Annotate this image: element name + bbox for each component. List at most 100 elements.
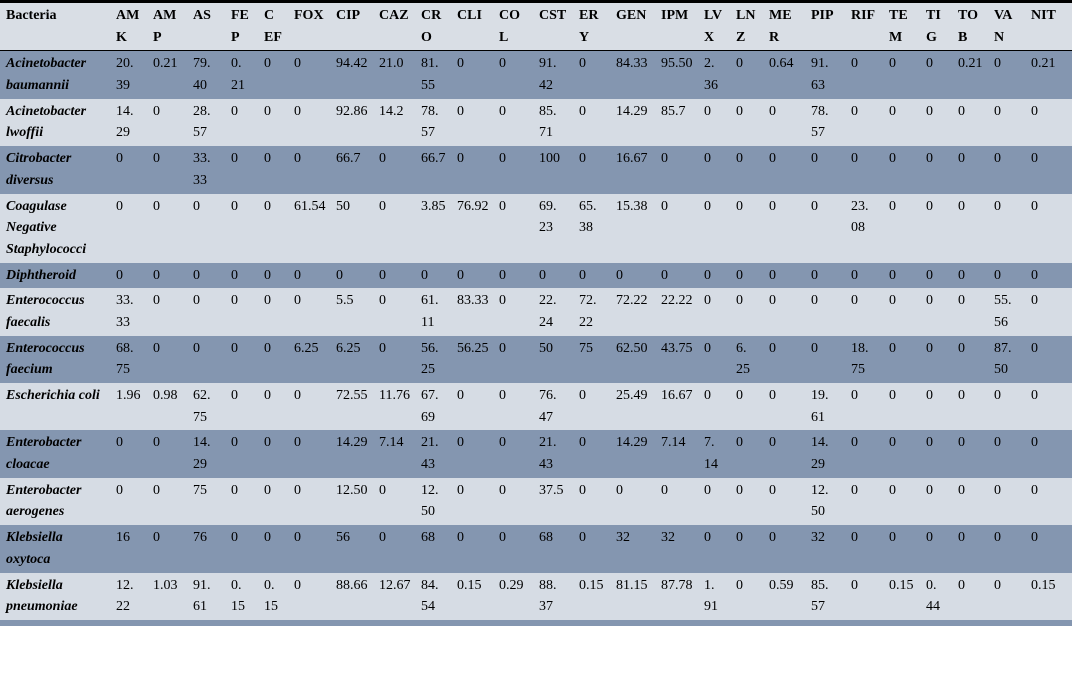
value-cell: 0 xyxy=(958,388,965,403)
table-row: Enterobacter aerogenes 0 0 75 0 0 0 12.50 0 12.50… xyxy=(0,477,1072,526)
value-cell: 0 xyxy=(116,267,123,283)
value-cell: 0 xyxy=(379,340,386,356)
value-cell: 62.50 xyxy=(616,340,648,356)
value-cell: 0 xyxy=(958,577,965,593)
value-cell: 14.29 xyxy=(193,435,211,473)
value-cell: 85.57 xyxy=(811,577,829,615)
value-cell: 0 xyxy=(499,340,506,356)
value-cell: 0 xyxy=(231,198,238,214)
value-cell: 0 xyxy=(889,56,896,72)
value-cell: 0 xyxy=(736,267,743,283)
value-cell: 0 xyxy=(851,577,858,593)
value-cell: 0 xyxy=(116,151,123,167)
value-cell: 78.57 xyxy=(811,103,829,141)
value-cell: 0 xyxy=(579,388,586,403)
value-cell: 72.22 xyxy=(579,293,597,330)
value-cell: 0.15 xyxy=(457,577,482,593)
value-cell: 61.54 xyxy=(294,198,326,214)
value-cell: 0 xyxy=(926,482,933,498)
value-cell: 91.63 xyxy=(811,56,829,94)
value-cell: 0 xyxy=(704,267,711,283)
value-cell: 0 xyxy=(231,482,238,498)
value-cell: 0 xyxy=(264,482,271,498)
table-header: Bacteria AMK AMP AS FEP CEF FOX CIP CAZ CRO CLI COL… xyxy=(0,1,1072,52)
value-cell: 0 xyxy=(994,388,1001,403)
value-cell: 0 xyxy=(926,435,933,451)
value-cell: 78.57 xyxy=(421,103,439,141)
value-cell: 0 xyxy=(294,388,301,403)
value-cell: 0 xyxy=(661,267,668,283)
value-cell: 0 xyxy=(889,103,896,119)
value-cell: 0 xyxy=(457,56,464,72)
value-cell: 7.14 xyxy=(379,435,404,451)
value-cell: 7.14 xyxy=(661,435,686,451)
value-cell: 33.33 xyxy=(193,151,211,188)
value-cell: 0 xyxy=(769,340,776,356)
value-cell: 0 xyxy=(1031,293,1038,309)
value-cell: 0 xyxy=(736,293,743,309)
value-cell: 0 xyxy=(616,482,623,498)
value-cell: 3.85 xyxy=(421,198,446,214)
value-cell: 0 xyxy=(231,293,238,309)
value-cell: 0 xyxy=(153,198,160,214)
value-cell: 92.86 xyxy=(336,103,368,119)
value-cell: 32 xyxy=(661,530,675,546)
value-cell: 0 xyxy=(926,198,933,214)
value-cell: 0 xyxy=(958,530,965,546)
value-cell: 0 xyxy=(661,151,668,167)
value-cell: 23.08 xyxy=(851,198,869,236)
value-cell: 0.21 xyxy=(958,56,983,72)
value-cell: 0 xyxy=(926,151,933,167)
value-cell: 50 xyxy=(336,198,350,214)
value-cell: 22.24 xyxy=(539,293,557,330)
value-cell: 0 xyxy=(889,267,896,283)
column-header-ipm: IPM xyxy=(657,1,700,52)
value-cell: 76.92 xyxy=(457,198,489,214)
bacteria-name: Enterococcus faecium xyxy=(6,340,85,378)
value-cell: 14.29 xyxy=(616,435,648,451)
value-cell: 0 xyxy=(231,435,238,451)
value-cell: 0 xyxy=(421,267,428,283)
value-cell: 0 xyxy=(294,267,301,283)
value-cell: 0 xyxy=(1031,340,1038,356)
table-row: Diphtheroid 0 0 0 0 0 0 0 0 0 0 0 0 0 0 0 0 0 0 0 0 0 0 0 0 0 xyxy=(0,262,1072,289)
value-cell: 0 xyxy=(661,482,668,498)
column-header-fox: FOX xyxy=(290,1,332,52)
value-cell: 68 xyxy=(421,530,435,546)
value-cell: 0 xyxy=(958,103,965,119)
table-row: Acinetobacter baumannii 20.39 0.21 79.40 0.2… xyxy=(0,50,1072,99)
value-cell: 0 xyxy=(231,267,238,283)
value-cell: 0 xyxy=(851,388,858,403)
value-cell: 14.29 xyxy=(811,435,829,473)
value-cell: 0 xyxy=(457,435,464,451)
value-cell: 0 xyxy=(294,482,301,498)
value-cell: 0 xyxy=(769,198,776,214)
value-cell: 1.91 xyxy=(704,577,718,615)
value-cell: 12.67 xyxy=(379,577,411,593)
value-cell: 0 xyxy=(769,530,776,546)
value-cell: 0 xyxy=(889,340,896,356)
value-cell: 0 xyxy=(579,482,586,498)
value-cell: 0 xyxy=(736,56,743,72)
value-cell: 0 xyxy=(294,151,301,167)
value-cell: 0 xyxy=(769,267,776,283)
value-cell: 0 xyxy=(579,267,586,283)
value-cell: 0 xyxy=(1031,530,1038,546)
value-cell: 0 xyxy=(704,388,711,403)
value-cell: 0.15 xyxy=(231,577,245,615)
column-header-cip: CIP xyxy=(332,1,375,52)
value-cell: 0 xyxy=(926,56,933,72)
value-cell: 21.43 xyxy=(421,435,439,473)
value-cell: 6.25 xyxy=(336,340,361,356)
value-cell: 0 xyxy=(994,198,1001,214)
column-header-cli: CLI xyxy=(453,1,495,52)
value-cell: 0 xyxy=(736,482,743,498)
partial-next-row xyxy=(0,619,1072,626)
value-cell: 0 xyxy=(579,56,586,72)
value-cell: 14.29 xyxy=(336,435,368,451)
value-cell: 0 xyxy=(499,267,506,283)
value-cell: 72.22 xyxy=(616,293,648,309)
table-row: Klebsiella oxytoca 16 0 76 0 0 0 56 0 68 0 0 68 0 32 32… xyxy=(0,525,1072,573)
value-cell: 0 xyxy=(889,435,896,451)
column-header-cro: CRO xyxy=(417,1,453,52)
